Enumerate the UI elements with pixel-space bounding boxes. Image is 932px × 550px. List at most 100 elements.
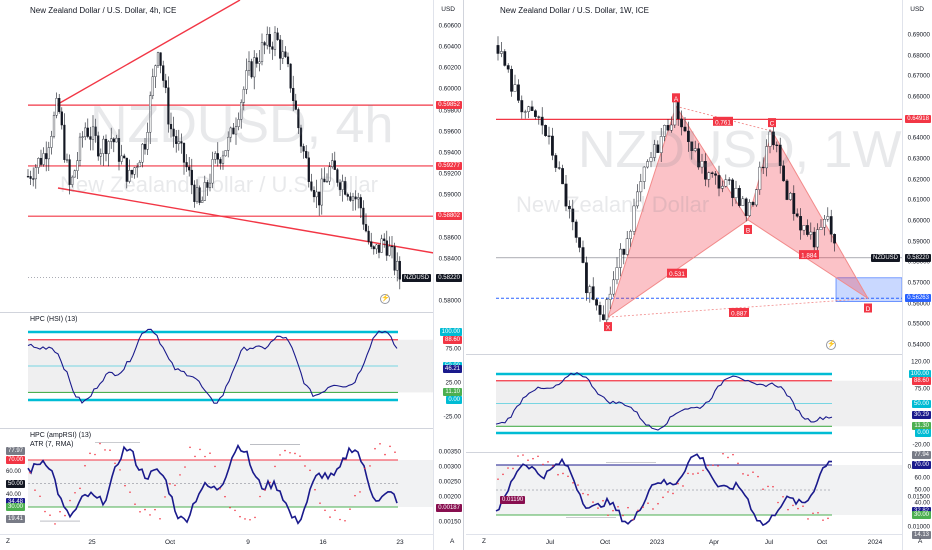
- right-price-tick: 0.60000: [907, 217, 930, 225]
- right-atr-dot: [687, 472, 689, 475]
- right-candle-body: [574, 221, 578, 238]
- right-candle-body: [765, 146, 768, 169]
- left-atr-dot: [224, 495, 226, 498]
- left-atr-tick: 0.00200: [438, 493, 461, 501]
- right-atr-dot: [737, 462, 739, 465]
- left-candle-body: [375, 244, 378, 250]
- left-candle-body: [367, 230, 370, 242]
- left-price-tick: 0.60000: [438, 85, 461, 93]
- left-hsi-tag: 0.00: [446, 396, 462, 404]
- left-time-label: 9: [246, 539, 250, 546]
- left-candle-body: [310, 181, 313, 191]
- left-candle-body: [151, 76, 154, 96]
- left-candle-body: [71, 176, 74, 185]
- left-atr-dot: [234, 509, 236, 512]
- left-atr-dot: [34, 489, 36, 491]
- right-atr-dot: [772, 485, 774, 488]
- right-atr-dot: [517, 455, 519, 457]
- left-candle-body: [104, 138, 108, 155]
- left-level-tag: 0.59277: [436, 161, 462, 170]
- left-pane-separator-1[interactable]: [0, 312, 434, 313]
- left-candle-body: [149, 95, 152, 133]
- left-time-axis[interactable]: 25 Oct 9 16 23: [0, 534, 434, 550]
- right-pane-separator-1[interactable]: [466, 354, 902, 355]
- left-candle-body: [297, 109, 300, 129]
- left-candle-body: [143, 143, 147, 150]
- right-pane-separator-2[interactable]: [466, 452, 902, 453]
- right-atr-dot: [622, 514, 624, 517]
- left-candle-body: [273, 32, 277, 50]
- left-candle-body: [315, 191, 318, 198]
- right-price-tick: 0.58000: [907, 258, 930, 266]
- left-currency-label: USD: [441, 6, 455, 13]
- left-candle-body: [370, 241, 373, 247]
- left-candle-body: [154, 65, 157, 77]
- left-atr-dot: [299, 455, 301, 457]
- left-candle-body: [195, 187, 199, 202]
- left-candle-body: [102, 138, 105, 154]
- left-atr-label: ATR (7, RMA): [30, 441, 74, 448]
- right-hsi-tag: 11.30: [912, 422, 931, 431]
- left-atr-dot: [239, 515, 241, 518]
- left-last-price-tag: 0.58220: [436, 273, 462, 282]
- left-atr-dot: [129, 491, 131, 493]
- left-candle-body: [81, 136, 84, 138]
- left-chart-pane[interactable]: NZDUSD, 4h New Zealand Dollar / U.S. Dol…: [0, 0, 464, 550]
- right-pattern-point: [864, 303, 872, 313]
- right-auto-scale-button[interactable]: A: [918, 538, 923, 545]
- lightning-icon[interactable]: ⚡: [380, 294, 390, 304]
- left-candle-body: [276, 32, 279, 40]
- right-candle-body: [778, 144, 782, 166]
- right-pattern-point: [768, 118, 776, 128]
- right-ratio-label: 0.531: [669, 271, 685, 278]
- right-atr-dot: [617, 505, 619, 508]
- lightning-icon[interactable]: ⚡: [826, 340, 836, 350]
- left-price-axis[interactable]: USD 0.60600 0.60400 0.60200 0.60000 0.59800 0…: [433, 0, 463, 550]
- right-price-tick: 0.59000: [907, 238, 930, 246]
- left-atr-dot: [254, 516, 256, 519]
- right-time-axis[interactable]: Jul Oct 2023 Apr Jul Oct 2024: [466, 534, 902, 550]
- right-last-price-tag: 0.58220: [905, 253, 931, 262]
- right-atr-dot: [627, 506, 629, 509]
- left-candle-body: [396, 260, 399, 271]
- left-candle-body: [128, 170, 131, 182]
- right-atr-tick: 0.01000: [907, 523, 930, 531]
- right-hsi-line: [495, 371, 833, 431]
- right-candle-body: [591, 286, 595, 300]
- right-candle-body: [513, 84, 517, 92]
- left-atr-dot: [319, 502, 321, 504]
- left-candle-body: [133, 167, 136, 175]
- left-candle-body: [302, 146, 305, 152]
- right-candle-body: [738, 188, 741, 206]
- left-atr-dot: [394, 451, 396, 453]
- left-candle-body: [385, 240, 388, 256]
- right-chart-canvas[interactable]: X A B C D 0.761 0.531 1.884 0.887: [466, 0, 902, 550]
- left-candle-body: [55, 98, 58, 116]
- left-candle-body: [354, 196, 357, 200]
- right-symbol-tag: NZDUSD: [871, 253, 900, 262]
- right-atr-dot: [822, 519, 824, 521]
- left-symbol-tag: NZDUSD: [402, 273, 431, 282]
- left-auto-scale-button[interactable]: A: [450, 538, 455, 545]
- left-chart-canvas[interactable]: [0, 0, 434, 550]
- left-candle-body: [201, 200, 204, 203]
- right-atr-dot: [812, 512, 814, 515]
- right-price-axis[interactable]: USD 0.690000.680000.670000.660000.650000…: [902, 0, 932, 550]
- left-hsi-tag: 46.21: [442, 364, 462, 373]
- right-chart-pane[interactable]: X A B C D 0.761 0.531 1.884 0.887 NZDUSD, 1W New…: [466, 0, 932, 550]
- left-candle-body: [94, 126, 97, 136]
- right-candle-body: [503, 51, 507, 66]
- left-atr-dot: [214, 465, 216, 468]
- left-candle-body: [169, 123, 173, 130]
- left-candle-body: [34, 167, 37, 180]
- right-currency-label: USD: [910, 6, 924, 13]
- left-level-tag: 0.59852: [436, 101, 462, 110]
- right-atr-dot: [777, 501, 779, 504]
- left-time-label: 23: [396, 539, 404, 546]
- left-atr-dot: [369, 465, 371, 467]
- right-atr-dot: [662, 496, 664, 499]
- left-pane-separator-2[interactable]: [0, 428, 434, 429]
- left-candle-body: [240, 102, 243, 120]
- right-pattern-point: [744, 224, 752, 234]
- left-candle-body: [172, 128, 175, 137]
